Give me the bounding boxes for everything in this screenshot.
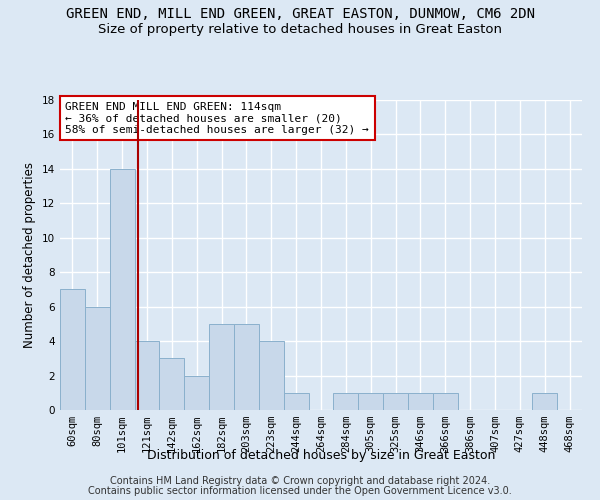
Bar xyxy=(85,306,110,410)
Bar xyxy=(160,358,184,410)
Bar xyxy=(383,393,408,410)
Bar xyxy=(60,290,85,410)
Bar xyxy=(209,324,234,410)
Bar xyxy=(358,393,383,410)
Bar xyxy=(532,393,557,410)
Text: Distribution of detached houses by size in Great Easton: Distribution of detached houses by size … xyxy=(147,448,495,462)
Text: Contains HM Land Registry data © Crown copyright and database right 2024.: Contains HM Land Registry data © Crown c… xyxy=(110,476,490,486)
Bar xyxy=(184,376,209,410)
Bar xyxy=(234,324,259,410)
Bar xyxy=(110,169,134,410)
Bar xyxy=(284,393,308,410)
Bar xyxy=(408,393,433,410)
Bar xyxy=(134,341,160,410)
Text: GREEN END, MILL END GREEN, GREAT EASTON, DUNMOW, CM6 2DN: GREEN END, MILL END GREEN, GREAT EASTON,… xyxy=(65,8,535,22)
Text: Contains public sector information licensed under the Open Government Licence v3: Contains public sector information licen… xyxy=(88,486,512,496)
Text: GREEN END MILL END GREEN: 114sqm
← 36% of detached houses are smaller (20)
58% o: GREEN END MILL END GREEN: 114sqm ← 36% o… xyxy=(65,102,369,134)
Bar xyxy=(433,393,458,410)
Y-axis label: Number of detached properties: Number of detached properties xyxy=(23,162,37,348)
Text: Size of property relative to detached houses in Great Easton: Size of property relative to detached ho… xyxy=(98,22,502,36)
Bar xyxy=(259,341,284,410)
Bar xyxy=(334,393,358,410)
